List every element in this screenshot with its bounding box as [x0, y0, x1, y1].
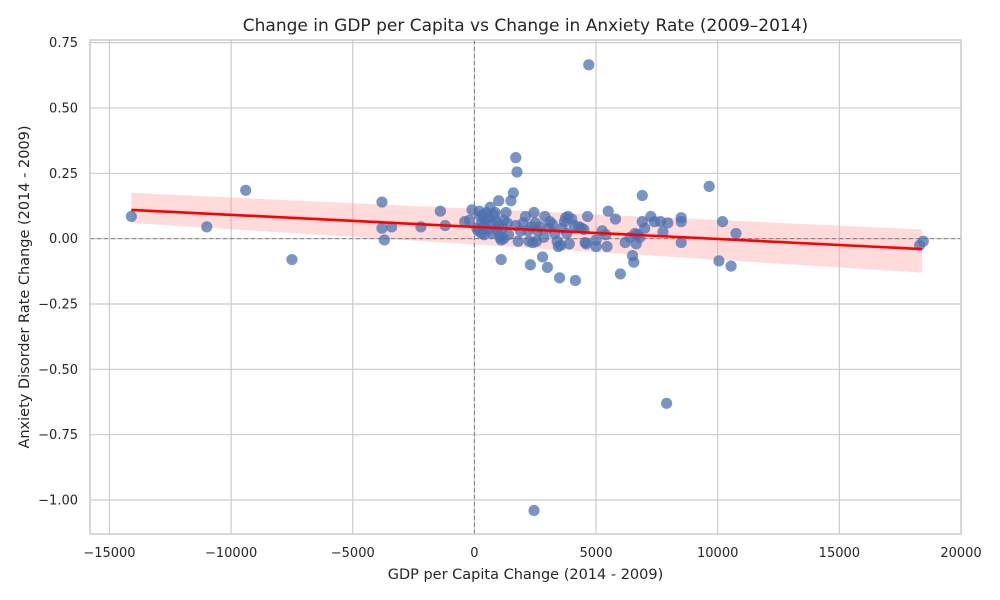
- data-point: [536, 251, 549, 263]
- data-point: [546, 218, 558, 230]
- data-point: [524, 259, 536, 271]
- x-tick-label: −15000: [83, 546, 135, 561]
- y-axis-label: Anxiety Disorder Rate Change (2014 - 200…: [17, 125, 33, 448]
- data-point: [580, 238, 592, 250]
- x-tick-label: −5000: [331, 546, 375, 561]
- data-point: [609, 213, 622, 225]
- data-point: [713, 255, 725, 267]
- data-point: [434, 205, 446, 217]
- data-point: [500, 206, 512, 219]
- data-point: [725, 260, 737, 272]
- data-point: [628, 256, 640, 268]
- y-tick-label: −0.75: [38, 428, 78, 443]
- data-point: [201, 221, 213, 233]
- data-point: [917, 235, 929, 247]
- data-point: [583, 59, 595, 71]
- y-tick-label: −0.50: [38, 363, 78, 378]
- data-point: [730, 227, 742, 240]
- data-point: [378, 234, 390, 246]
- x-tick-label: −10000: [205, 546, 257, 561]
- data-point: [590, 234, 602, 246]
- data-point: [675, 236, 687, 249]
- data-point: [125, 210, 137, 223]
- data-point: [519, 210, 532, 223]
- y-tick-label: −0.25: [38, 297, 78, 312]
- data-point: [581, 210, 594, 223]
- data-point: [489, 206, 501, 219]
- data-point: [240, 184, 252, 196]
- plot-area: [90, 40, 961, 534]
- data-point: [493, 195, 505, 207]
- data-point: [602, 205, 614, 217]
- plot-frame: [89, 39, 962, 535]
- regression-line: [131, 208, 923, 251]
- data-point: [495, 253, 507, 266]
- y-tick-label: 0.75: [49, 36, 78, 51]
- data-points: [125, 59, 929, 517]
- data-point: [502, 229, 515, 241]
- data-point: [376, 196, 388, 208]
- x-tick-label: 15000: [819, 546, 860, 561]
- data-point: [569, 274, 581, 287]
- x-tick-label: 20000: [940, 546, 981, 561]
- data-point: [662, 217, 674, 229]
- data-point: [376, 222, 388, 234]
- data-point: [600, 229, 612, 241]
- data-point: [463, 214, 476, 226]
- data-point: [636, 189, 648, 202]
- data-point: [541, 261, 553, 273]
- grid-lines: [90, 40, 962, 534]
- data-point: [507, 187, 519, 199]
- data-point: [563, 238, 575, 250]
- y-tick-label: 0.00: [49, 232, 78, 247]
- data-point: [528, 504, 540, 517]
- regression-line-group: [131, 208, 923, 251]
- data-point: [510, 152, 522, 164]
- data-point: [601, 240, 613, 253]
- data-point: [286, 253, 298, 266]
- chart-title: Change in GDP per Capita vs Change in An…: [243, 16, 808, 36]
- x-axis-ticks: −15000 −10000 −5000 0 5000 10000 15000 20000: [83, 546, 981, 561]
- data-point: [553, 272, 566, 284]
- y-tick-label: 0.50: [49, 101, 78, 116]
- data-point: [614, 268, 626, 280]
- x-axis-label: GDP per Capita Change (2014 - 2009): [388, 567, 664, 583]
- y-axis-ticks: 0.75 0.50 0.25 0.00 −0.25 −0.50 −0.75 −1.00: [38, 36, 78, 508]
- data-point: [639, 222, 651, 234]
- data-point: [528, 206, 540, 219]
- data-point: [675, 216, 687, 228]
- data-point: [501, 217, 513, 229]
- y-tick-label: 0.25: [49, 167, 78, 182]
- data-point: [555, 239, 567, 251]
- y-tick-label: −1.00: [38, 494, 78, 509]
- x-tick-label: 0: [470, 546, 478, 561]
- data-point: [716, 216, 729, 228]
- data-point: [538, 231, 550, 243]
- data-point: [661, 397, 673, 409]
- data-point: [512, 235, 524, 247]
- data-point: [511, 166, 523, 178]
- x-tick-label: 5000: [580, 546, 613, 561]
- data-point: [703, 180, 715, 192]
- x-tick-label: 10000: [697, 546, 738, 561]
